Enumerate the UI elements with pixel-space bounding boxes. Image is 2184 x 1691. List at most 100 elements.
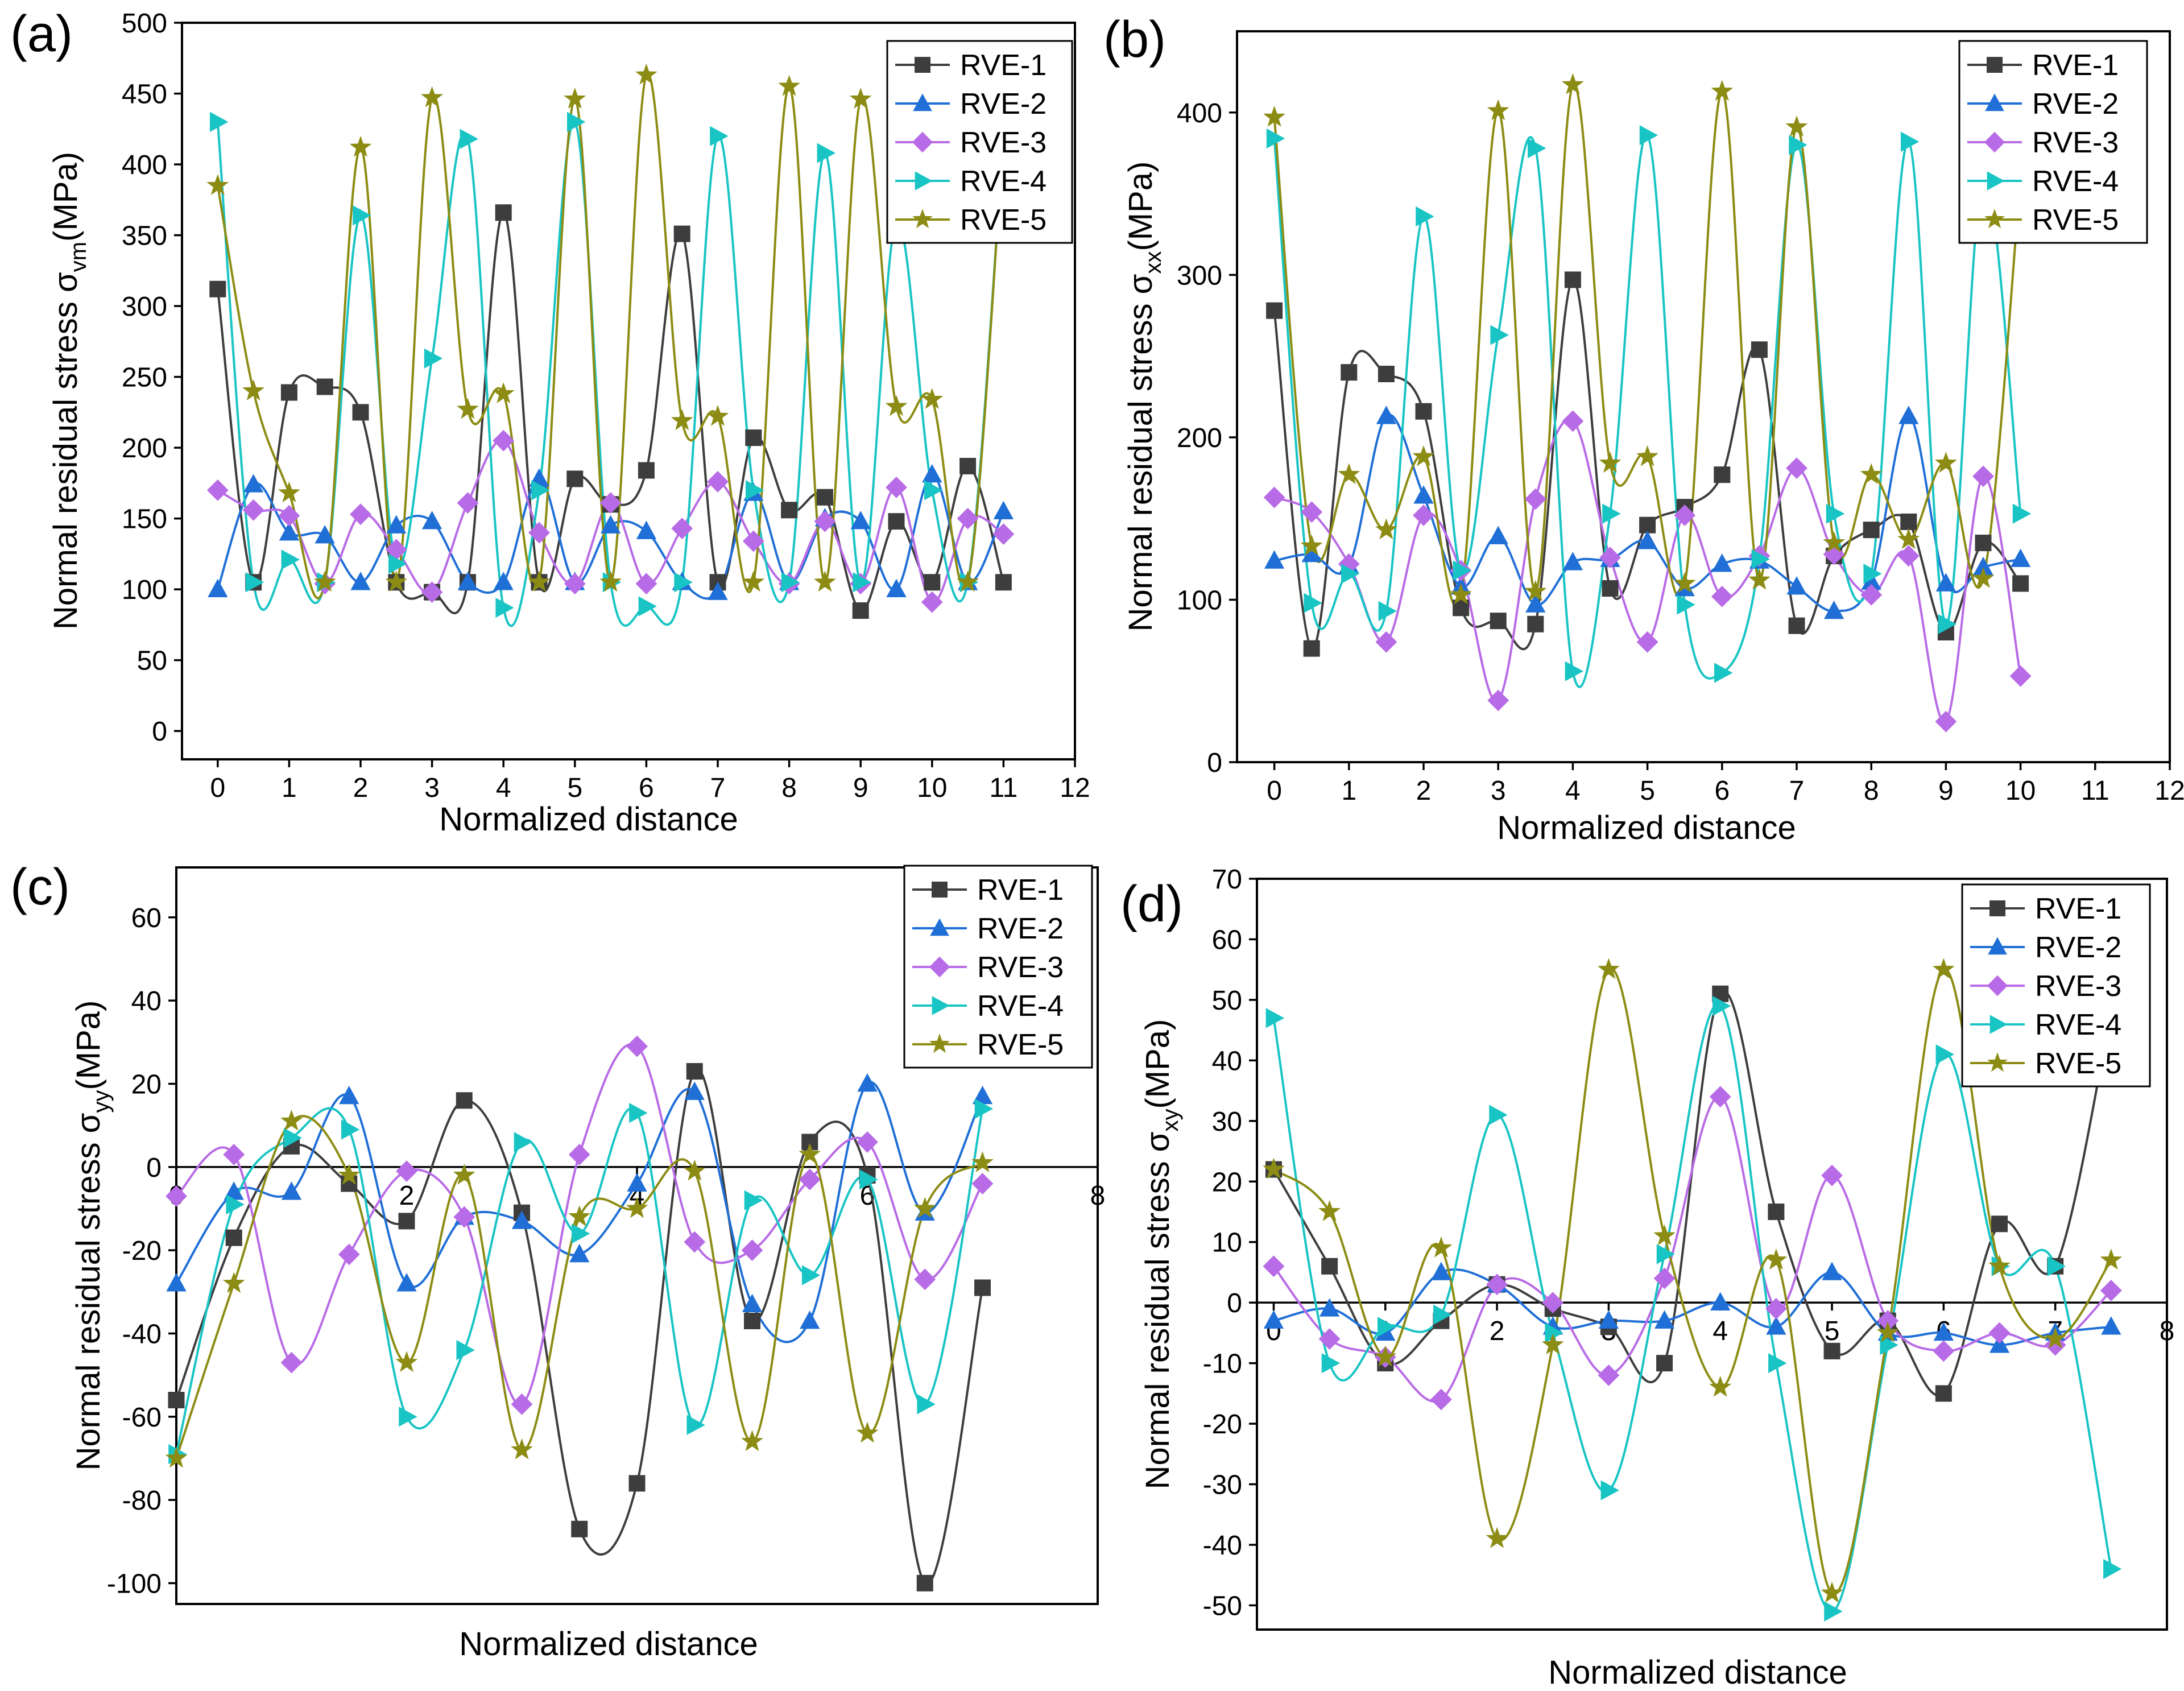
panel-a-ytick-label: 50 — [137, 646, 167, 676]
panel-a-legend-label: RVE-4 — [960, 165, 1046, 198]
panel-a-point-rve-4 — [424, 348, 443, 369]
panel-d-point-rve-3 — [1821, 1164, 1843, 1186]
panel-a-point-rve-5 — [778, 75, 801, 96]
panel-d-point-rve-2 — [1822, 1262, 1842, 1280]
panel-d-ytick-label: -50 — [1203, 1591, 1242, 1621]
panel-a-point-rve-1 — [638, 462, 655, 479]
panel-c-point-rve-1 — [571, 1520, 588, 1537]
panel-c-point-rve-5 — [511, 1438, 533, 1460]
panel-b-point-rve-2 — [2010, 548, 2031, 567]
panel-b-point-rve-3 — [1301, 501, 1323, 523]
panel-b-legend-label: RVE-4 — [2032, 165, 2119, 198]
panel-b-point-rve-4 — [1266, 128, 1285, 149]
panel-c-point-rve-4 — [456, 1340, 475, 1361]
panel-c-point-rve-1 — [974, 1279, 991, 1296]
panel-d-point-rve-4 — [1600, 1480, 1619, 1500]
panel-b-ytick-label: 400 — [1177, 98, 1222, 129]
panel-d-legend-label: RVE-3 — [2035, 970, 2121, 1003]
panel-a-ylabel-main: Normal residual stress σ — [47, 272, 84, 630]
panel-b-point-rve-1 — [1341, 364, 1358, 381]
panel-c-point-rve-1 — [456, 1092, 473, 1109]
panel-d-point-rve-3 — [1430, 1388, 1452, 1411]
panel-c-series-group — [176, 1043, 984, 1586]
panel-c-legend-marker — [929, 956, 950, 978]
panel-d-point-rve-5 — [2100, 1248, 2123, 1270]
panel-a-legend-marker — [913, 93, 932, 111]
panel-d-point-rve-5 — [1933, 958, 1955, 979]
panel-a-point-rve-3 — [457, 492, 479, 514]
panel-b-xtick-label: 4 — [1565, 776, 1581, 806]
panel-b-xtick-label: 1 — [1341, 776, 1356, 806]
panel-d-point-rve-4 — [1321, 1353, 1341, 1374]
panel-a-legend-marker — [915, 171, 933, 191]
panel-a-ylabel-sub: vm — [66, 242, 91, 272]
panel-c-point-rve-3 — [453, 1206, 475, 1228]
panel-a-point-rve-3 — [707, 470, 729, 493]
panel-b-point-rve-2 — [1823, 600, 1844, 619]
panel-a-label: (a) — [10, 6, 73, 63]
panel-b-point-rve-5 — [1897, 528, 1920, 549]
panel-d-point-rve-5 — [1988, 1254, 2011, 1276]
panel-d-point-rve-4 — [1935, 1044, 1954, 1065]
panel-c-point-rve-1 — [916, 1574, 933, 1591]
panel-b-point-rve-2 — [1525, 594, 1546, 613]
panel-a-ytick-label: 150 — [122, 505, 167, 535]
panel-c-line-rve-2 — [176, 1081, 984, 1343]
panel-c-point-rve-3 — [338, 1243, 360, 1266]
panel-b-legend-marker — [1984, 131, 2005, 153]
panel-c-point-rve-4 — [801, 1265, 821, 1285]
panel-d-xtick-label: 2 — [1490, 1316, 1505, 1346]
panel-a-xtick-label: 12 — [1060, 773, 1090, 803]
panel-d-ytick-label: 30 — [1212, 1107, 1242, 1137]
panel-d-ylabel-main: Normal residual stress σ — [1139, 1132, 1176, 1490]
panel-a-point-rve-5 — [206, 174, 229, 195]
panel-d-legend-marker — [1987, 1052, 2008, 1072]
panel-d-point-rve-3 — [1933, 1340, 1955, 1362]
panel-a-point-rve-2 — [386, 515, 407, 534]
panel-b-point-rve-5 — [1860, 463, 1883, 485]
panel-c-point-rve-3 — [914, 1268, 936, 1291]
panel-d-point-rve-2 — [1598, 1310, 1619, 1329]
panel-b-point-rve-1 — [1527, 615, 1544, 632]
panel-d-point-rve-5 — [1765, 1248, 1788, 1270]
panel-b-point-rve-3 — [1674, 505, 1696, 526]
panel-a-xtick-label: 6 — [639, 773, 654, 803]
panel-a-point-rve-5 — [706, 404, 729, 426]
panel-b-point-rve-1 — [1788, 617, 1805, 634]
panel-c-point-rve-3 — [223, 1143, 245, 1165]
panel-c-point-rve-1 — [225, 1229, 242, 1246]
panel-d-ytick-label: 50 — [1212, 986, 1242, 1016]
panel-a-legend-marker — [915, 57, 930, 73]
panel-b-legend-label: RVE-5 — [2032, 204, 2119, 237]
panel-c-ytick-label: -40 — [122, 1319, 162, 1349]
panel-c-point-rve-4 — [341, 1119, 360, 1140]
panel-c-chart: (c)02468-100-80-60-40-200204060Normalize… — [10, 859, 1105, 1663]
panel-b-point-rve-2 — [1376, 406, 1397, 424]
panel-c-point-rve-5 — [395, 1351, 418, 1372]
panel-c-point-rve-4 — [686, 1415, 705, 1436]
panel-c-point-rve-5 — [741, 1430, 763, 1452]
panel-b-point-rve-4 — [1789, 135, 1807, 155]
panel-a-point-rve-5 — [635, 63, 657, 85]
panel-c-point-rve-3 — [626, 1035, 648, 1057]
panel-c-point-rve-3 — [971, 1173, 994, 1194]
panel-b-point-rve-4 — [1714, 663, 1733, 683]
panel-b-ytick-label: 100 — [1177, 585, 1222, 615]
panel-b-point-rve-4 — [1863, 564, 1882, 584]
panel-a-point-rve-5 — [385, 570, 408, 592]
panel-d-point-rve-4 — [2047, 1256, 2066, 1276]
panel-a-point-rve-4 — [353, 205, 371, 226]
panel-c-ylabel-sub: yy — [89, 1090, 114, 1113]
panel-a-point-rve-3 — [528, 522, 550, 544]
panel-c-point-rve-3 — [280, 1351, 303, 1374]
panel-d-point-rve-1 — [1768, 1203, 1785, 1220]
panel-d-point-rve-4 — [1265, 1008, 1284, 1028]
panel-c-legend-label: RVE-2 — [977, 912, 1064, 945]
panel-a-xtick-label: 0 — [210, 773, 225, 803]
panel-d-ytick-label: -30 — [1203, 1470, 1242, 1500]
panel-d-ytick-label: -20 — [1203, 1409, 1242, 1440]
panel-a-point-rve-2 — [243, 474, 264, 493]
panel-d-legend-label: RVE-5 — [2035, 1047, 2121, 1080]
panel-a-point-rve-1 — [352, 404, 369, 421]
panel-c-xlabel: Normalized distance — [459, 1626, 758, 1663]
